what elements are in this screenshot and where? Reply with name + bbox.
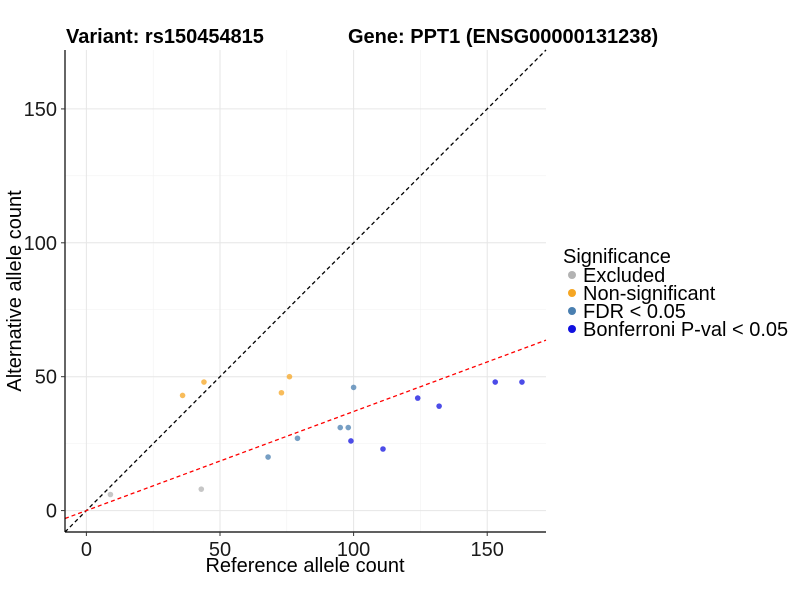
legend-key bbox=[568, 289, 576, 297]
data-point bbox=[380, 446, 386, 452]
data-point bbox=[294, 435, 301, 442]
data-point bbox=[337, 424, 344, 431]
axes bbox=[64, 50, 546, 533]
y-tick-label: 50 bbox=[35, 367, 57, 389]
data-point bbox=[286, 373, 293, 380]
legend-label: Excluded bbox=[583, 265, 665, 287]
y-axis-label: Alternative allele count bbox=[4, 190, 26, 392]
legend-label: Bonferroni P-val < 0.05 bbox=[583, 319, 788, 341]
y-ticks: 0 50 100 150 bbox=[24, 99, 65, 523]
data-point bbox=[350, 384, 357, 391]
data-point bbox=[519, 379, 525, 385]
y-tick-label: 150 bbox=[24, 99, 57, 121]
x-tick-label: 50 bbox=[209, 539, 231, 561]
legend-title: Significance bbox=[563, 246, 671, 268]
reference-line-fit bbox=[64, 339, 547, 520]
data-point bbox=[198, 486, 205, 492]
y-tick-label: 100 bbox=[24, 233, 57, 255]
reference-line-diagonal bbox=[64, 49, 547, 533]
gridlines bbox=[65, 50, 546, 532]
chart-title-gene: Gene: PPT1 (ENSG00000131238) bbox=[348, 26, 658, 48]
chart-title-variant: Variant: rs150454815 bbox=[66, 26, 264, 48]
data-point bbox=[436, 403, 442, 409]
data-point bbox=[179, 392, 186, 399]
legend-label: FDR < 0.05 bbox=[583, 301, 686, 323]
data-points bbox=[107, 373, 525, 498]
x-tick-label: 150 bbox=[471, 539, 504, 561]
data-point bbox=[265, 454, 271, 460]
data-point bbox=[201, 379, 207, 385]
data-point bbox=[107, 491, 114, 498]
x-ticks: 0 50 100 150 bbox=[81, 532, 504, 561]
legend: Significance ExcludedNon-significantFDR … bbox=[563, 246, 788, 341]
legend-key bbox=[568, 271, 576, 279]
data-point bbox=[414, 395, 421, 401]
reference-lines bbox=[64, 49, 547, 533]
data-point bbox=[348, 438, 354, 444]
data-point bbox=[278, 389, 285, 396]
legend-key bbox=[568, 325, 576, 333]
x-tick-label: 100 bbox=[337, 539, 370, 561]
x-axis-label: Reference allele count bbox=[205, 555, 404, 577]
y-tick-label: 0 bbox=[46, 501, 57, 523]
data-point bbox=[345, 424, 352, 431]
legend-label: Non-significant bbox=[583, 283, 716, 305]
data-point bbox=[492, 379, 499, 385]
legend-key bbox=[568, 307, 576, 315]
x-tick-label: 0 bbox=[81, 539, 92, 561]
